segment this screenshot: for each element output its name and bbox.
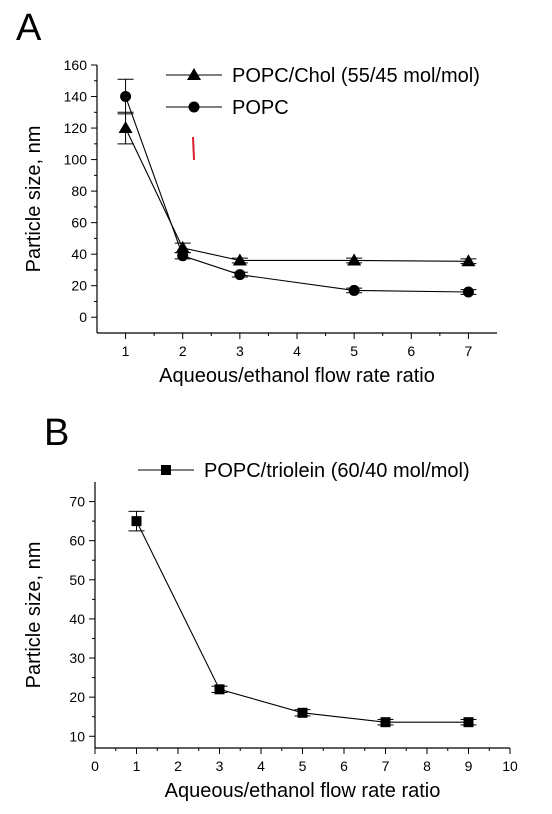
y-tick-label: 140 bbox=[64, 89, 88, 105]
legend-label: POPC/triolein (60/40 mol/mol) bbox=[204, 460, 470, 482]
y-tick-label: 60 bbox=[71, 215, 87, 231]
y-tick-label: 10 bbox=[69, 728, 85, 744]
data-point-square bbox=[380, 717, 391, 728]
x-tick-label: 6 bbox=[340, 758, 348, 774]
x-tick-label: 7 bbox=[382, 758, 390, 774]
chart-panel-a: 1 2 3 4 5 6 7 0 20 40 60 80 100 120 140 160 Aqueous/etha… bbox=[23, 57, 497, 387]
y-tick-label: 0 bbox=[79, 309, 87, 325]
x-tick-label: 1 bbox=[122, 343, 130, 359]
data-point-circle bbox=[177, 250, 189, 262]
y-tick-label: 30 bbox=[69, 650, 85, 666]
y-tick-label: 70 bbox=[69, 494, 85, 510]
panel-label-a: A bbox=[16, 7, 42, 49]
data-point-square bbox=[214, 684, 225, 695]
x-tick-label: 3 bbox=[216, 758, 224, 774]
data-point-triangle bbox=[347, 253, 362, 266]
y-tick-label: 160 bbox=[64, 57, 88, 73]
y-tick-label: 40 bbox=[69, 611, 85, 627]
data-point-circle bbox=[348, 284, 360, 296]
data-point-triangle bbox=[175, 240, 190, 253]
data-point-triangle bbox=[461, 254, 476, 267]
data-point-triangle bbox=[118, 121, 133, 134]
x-tick-label: 10 bbox=[502, 758, 518, 774]
x-tick-label: 5 bbox=[299, 758, 307, 774]
x-tick-label: 6 bbox=[407, 343, 415, 359]
data-point-circle bbox=[120, 91, 132, 103]
data-point-triangle bbox=[232, 253, 247, 266]
legend-marker-triangle bbox=[187, 68, 201, 80]
y-tick-label: 50 bbox=[69, 572, 85, 588]
red-annotation-mark bbox=[192, 136, 195, 161]
x-tick-label: 4 bbox=[293, 343, 301, 359]
x-tick-label: 5 bbox=[350, 343, 358, 359]
data-point-square bbox=[463, 717, 474, 728]
chart-panel-b: 0 1 2 3 4 5 6 7 8 9 10 10 20 30 40 50 60 70 Aqueous/ethano… bbox=[23, 460, 518, 802]
x-tick-label: 8 bbox=[423, 758, 431, 774]
x-tick-label: 7 bbox=[465, 343, 473, 359]
x-tick-label: 1 bbox=[133, 758, 141, 774]
data-point-square bbox=[131, 516, 142, 527]
series-line-square bbox=[136, 520, 469, 723]
legend-label: POPC bbox=[232, 97, 289, 119]
x-tick-label: 4 bbox=[257, 758, 265, 774]
y-tick-label: 60 bbox=[69, 533, 85, 549]
legend-marker-circle bbox=[188, 101, 200, 113]
legend-label: POPC/Chol (55/45 mol/mol) bbox=[232, 65, 480, 87]
panel-label-b: B bbox=[44, 412, 69, 454]
x-tick-label: 2 bbox=[179, 343, 187, 359]
y-tick-label: 120 bbox=[64, 120, 88, 136]
y-tick-label: 20 bbox=[69, 689, 85, 705]
y-tick-label: 40 bbox=[71, 246, 87, 262]
legend-marker-square bbox=[161, 465, 171, 475]
series-line-circle bbox=[125, 96, 469, 293]
x-tick-label: 0 bbox=[91, 758, 99, 774]
y-tick-label: 100 bbox=[64, 152, 88, 168]
y-tick-label: 20 bbox=[71, 278, 87, 294]
x-axis-title: Aqueous/ethanol flow rate ratio bbox=[165, 780, 441, 802]
y-tick-label: 80 bbox=[71, 183, 87, 199]
y-axis-title: Particle size, nm bbox=[23, 126, 45, 273]
x-axis-title: Aqueous/ethanol flow rate ratio bbox=[159, 365, 435, 387]
x-tick-label: 3 bbox=[236, 343, 244, 359]
x-tick-label: 9 bbox=[465, 758, 473, 774]
data-point-square bbox=[297, 707, 308, 718]
y-axis-title: Particle size, nm bbox=[23, 542, 45, 689]
x-tick-label: 2 bbox=[174, 758, 182, 774]
data-point-circle bbox=[462, 286, 474, 298]
data-point-circle bbox=[234, 269, 246, 281]
